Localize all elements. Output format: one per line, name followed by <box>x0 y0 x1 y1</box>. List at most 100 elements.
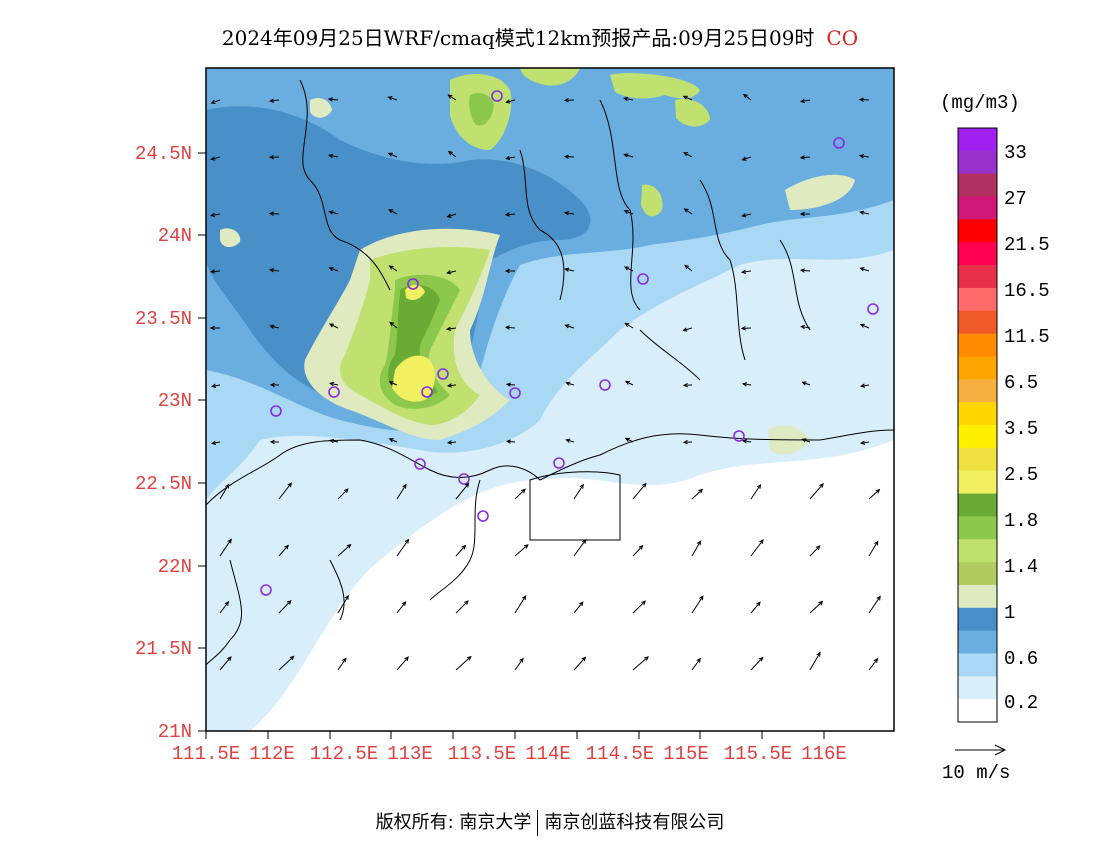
wind-vector-head <box>519 657 524 663</box>
wind-vector-head <box>859 323 865 328</box>
wind-vector <box>868 541 879 557</box>
lon-label: 116E <box>801 743 847 765</box>
wind-vector-head <box>388 209 394 214</box>
wind-vector-head <box>342 657 347 663</box>
lat-label: 22.5N <box>135 473 192 495</box>
wind-vector <box>270 269 280 272</box>
lon-label: 112E <box>249 743 295 765</box>
wind-vector-head <box>799 268 805 273</box>
legend-label: 1.8 <box>1004 510 1038 532</box>
wind-vector-head <box>741 213 747 218</box>
wind-vector <box>337 544 351 557</box>
wind-vector <box>625 380 634 386</box>
lon-label: 113.5E <box>448 743 516 765</box>
wind-vector-head <box>818 600 824 606</box>
wind-vector-head <box>505 155 511 161</box>
wind-vector-head <box>224 600 230 606</box>
legend-label: 21.5 <box>1004 234 1050 256</box>
wind-vector <box>329 323 339 329</box>
wind-vector <box>448 94 457 101</box>
lat-label: 21N <box>158 721 192 743</box>
legend-swatch <box>958 287 997 312</box>
wind-vector-head <box>623 153 629 158</box>
lat-axis: 24.5N 24N 23.5N 23N 22.5N 22N 21.5N 21N <box>135 143 206 743</box>
wind-vector <box>565 324 575 329</box>
boundary-lines <box>205 79 895 666</box>
wind-vector <box>329 267 339 272</box>
wind-vector-head <box>756 601 761 607</box>
legend-label: 16.5 <box>1004 280 1050 302</box>
wind-vector <box>861 384 870 387</box>
wind-vector-head <box>466 655 472 661</box>
wind-vector-head <box>401 601 407 606</box>
wind-vector-head <box>388 381 394 386</box>
wind-vector <box>625 322 634 329</box>
legend-swatch <box>958 173 997 198</box>
wind-vector <box>743 383 752 386</box>
wind-vector <box>337 658 347 671</box>
wind-vector-head <box>581 538 587 544</box>
wind-vector-head <box>268 155 274 160</box>
wind-vector-head <box>329 381 335 387</box>
wind-vector-head <box>799 211 805 217</box>
legend-swatch <box>958 150 997 175</box>
wind-vector <box>278 655 294 671</box>
wind-vector-head <box>504 325 510 330</box>
legend-swatch <box>958 379 997 403</box>
legend-swatch <box>958 676 997 700</box>
wind-vector-head <box>564 267 570 272</box>
wind-vector-head <box>268 268 275 273</box>
legend-swatch <box>958 310 997 335</box>
lat-label: 21.5N <box>135 638 192 660</box>
wind-vector <box>566 382 575 386</box>
wind-vector-head <box>388 265 394 270</box>
wind-vector-head <box>740 269 747 274</box>
wind-vector <box>691 595 704 614</box>
wind-vector <box>624 154 634 158</box>
legend-labels: 33 27 21.5 16.5 11.5 6.5 3.5 2.5 1.8 1.4… <box>1004 142 1050 714</box>
wind-vector-head <box>698 488 704 494</box>
legend-label: 1.4 <box>1004 556 1038 578</box>
wind-vector <box>219 484 230 500</box>
wind-vector <box>212 441 221 444</box>
legend-swatch <box>958 356 997 380</box>
wind-vector-head <box>505 382 511 387</box>
reference-vector-label: 10 m/s <box>942 762 1010 784</box>
wind-vector-head <box>504 212 510 217</box>
lat-label: 22N <box>158 556 192 578</box>
wind-vector-head <box>758 656 764 662</box>
wind-vector <box>270 325 280 329</box>
wind-vector <box>860 267 870 272</box>
wind-vector <box>802 381 811 386</box>
wind-vector <box>219 601 229 614</box>
wind-vector-head <box>269 324 275 329</box>
wind-vector-head <box>387 152 393 157</box>
wind-vector <box>742 156 752 161</box>
wind-vector-head <box>404 538 410 544</box>
wind-vector-head <box>446 383 452 388</box>
legend-swatch <box>958 470 997 495</box>
wind-vector-head <box>343 488 349 494</box>
lat-label: 23N <box>158 390 192 412</box>
wind-vector <box>505 213 516 216</box>
wind-vector-head <box>225 483 230 489</box>
wind-vector-head <box>268 98 275 103</box>
lon-label: 115.5E <box>724 743 792 765</box>
legend-swatch <box>958 447 997 472</box>
wind-vector <box>396 601 407 614</box>
wind-vector-head <box>563 98 569 103</box>
wind-vector <box>506 156 516 160</box>
legend-swatch <box>958 516 997 540</box>
lon-label: 114E <box>525 743 571 765</box>
wind-vector-head <box>388 438 394 443</box>
legend-label: 3.5 <box>1004 418 1038 440</box>
legend-label: 27 <box>1004 188 1027 210</box>
wind-vector <box>329 154 339 158</box>
wind-vector <box>632 600 646 614</box>
wind-vector-head <box>286 599 292 605</box>
wind-vector <box>388 152 398 158</box>
wind-vector <box>632 483 647 500</box>
wind-vector <box>684 208 693 215</box>
legend-swatch <box>958 333 997 357</box>
